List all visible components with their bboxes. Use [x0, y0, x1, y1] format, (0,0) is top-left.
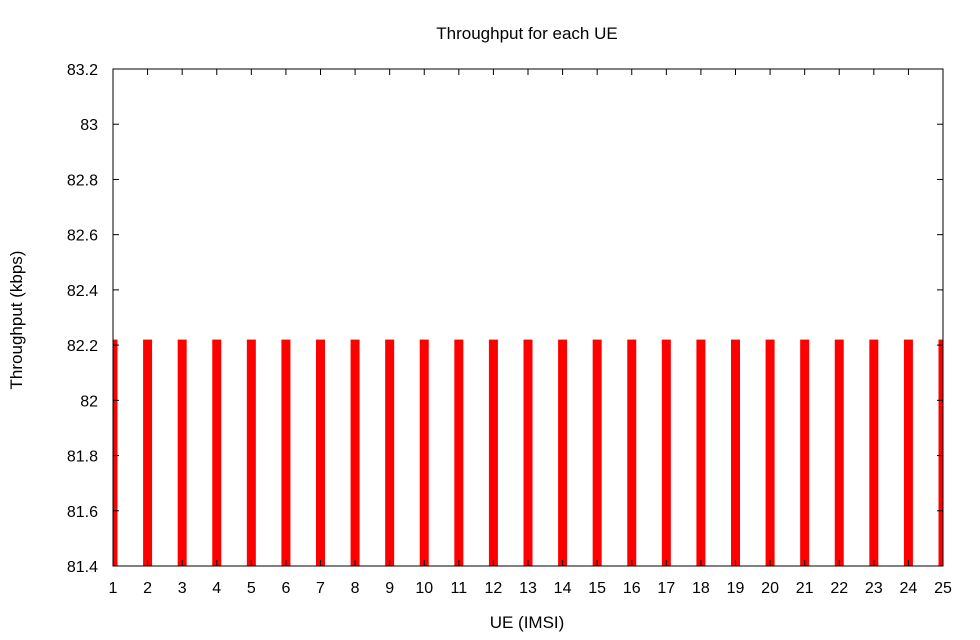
x-tick-label: 7 [316, 580, 325, 597]
bar-ue-2 [143, 339, 153, 566]
y-tick-label: 81.4 [67, 559, 98, 576]
bar-ue-9 [385, 339, 395, 566]
x-tick-label: 20 [761, 580, 779, 597]
bar-ue-24 [903, 339, 913, 566]
bar-ue-4 [212, 339, 222, 566]
bar-ue-6 [281, 339, 291, 566]
bar-ue-11 [454, 339, 464, 566]
bar-ue-14 [558, 339, 568, 566]
x-tick-label: 25 [934, 580, 952, 597]
bar-ue-15 [592, 339, 602, 566]
bar-ue-17 [661, 339, 671, 566]
bar-ue-19 [731, 339, 740, 566]
bar-ue-12 [488, 339, 498, 566]
y-tick-label: 82.2 [67, 338, 98, 355]
bar-ue-18 [696, 339, 706, 566]
x-tick-label: 12 [485, 580, 503, 597]
x-tick-label: 15 [588, 580, 606, 597]
x-tick-label: 22 [830, 580, 848, 597]
bar-ue-3 [177, 339, 187, 566]
bar-ue-10 [419, 339, 429, 566]
x-tick-label: 21 [796, 580, 814, 597]
y-tick-label: 83.2 [67, 62, 98, 79]
x-tick-label: 24 [900, 580, 918, 597]
y-axis-title: Throughput (kbps) [7, 251, 26, 390]
x-tick-label: 14 [554, 580, 572, 597]
bar-ue-25 [938, 339, 943, 566]
x-tick-label: 8 [351, 580, 360, 597]
x-axis-title: UE (IMSI) [490, 613, 565, 632]
x-tick-label: 17 [657, 580, 675, 597]
bar-ue-13 [523, 339, 533, 566]
bar-ue-16 [627, 339, 637, 566]
y-tick-label: 82.8 [67, 172, 98, 189]
x-tick-label: 19 [727, 580, 745, 597]
bar-ue-23 [869, 339, 879, 566]
plot-frame [112, 68, 944, 567]
x-tick-label: 2 [143, 580, 152, 597]
y-tick-label: 82.4 [67, 283, 98, 300]
bar-ue-1 [113, 339, 118, 566]
x-tick-label: 3 [178, 580, 187, 597]
x-tick-label: 5 [247, 580, 256, 597]
bar-ue-5 [246, 339, 256, 566]
chart-title: Throughput for each UE [436, 24, 617, 43]
y-axis-ticks: 81.4 81.6 81.8 82 82.2 82.4 82.6 82.8 83 83.2 [67, 62, 943, 576]
x-tick-label: 18 [692, 580, 710, 597]
bar-ue-7 [316, 339, 325, 566]
y-tick-label: 82.6 [67, 228, 98, 245]
bar-ue-21 [800, 339, 810, 566]
x-axis-ticks: 1 2 3 4 5 6 7 8 9 10 11 12 13 14 15 16 17 18 19 20 21 22 23 24 2… [109, 69, 952, 597]
x-tick-label: 6 [281, 580, 290, 597]
x-tick-label: 1 [109, 580, 118, 597]
x-tick-label: 16 [623, 580, 641, 597]
x-tick-label: 10 [415, 580, 433, 597]
y-tick-label: 83 [80, 117, 98, 134]
y-tick-label: 81.6 [67, 504, 98, 521]
x-tick-label: 13 [519, 580, 537, 597]
x-tick-label: 11 [451, 580, 468, 597]
x-tick-label: 4 [212, 580, 221, 597]
y-tick-label: 82 [80, 393, 98, 410]
bar-ue-8 [350, 339, 360, 566]
bar-ue-22 [834, 339, 844, 566]
x-tick-label: 9 [385, 580, 394, 597]
bar-ue-20 [765, 339, 775, 566]
x-tick-label: 23 [865, 580, 883, 597]
bars-group [113, 339, 943, 566]
y-tick-label: 81.8 [67, 449, 98, 466]
